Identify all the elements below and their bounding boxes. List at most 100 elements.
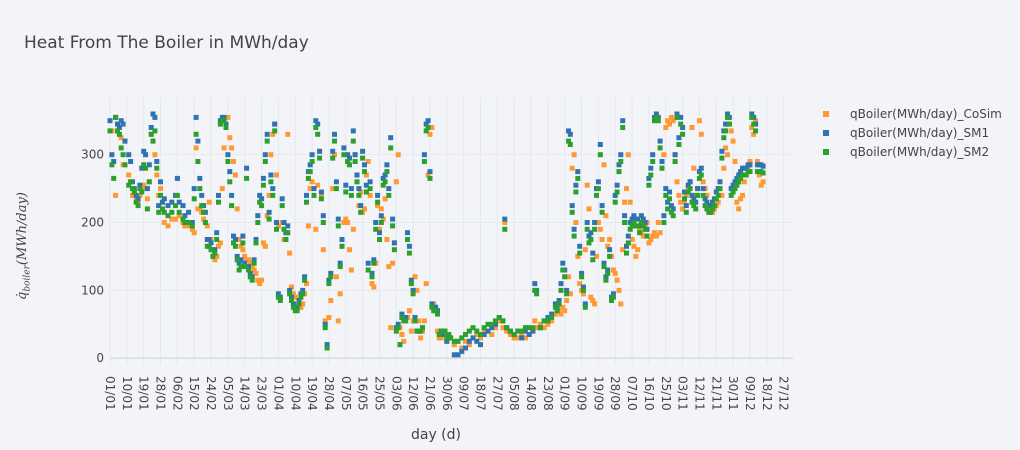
data-point[interactable]	[341, 220, 347, 225]
data-point[interactable]	[217, 240, 223, 246]
data-point[interactable]	[390, 260, 396, 266]
data-point[interactable]	[640, 216, 646, 222]
data-point[interactable]	[152, 152, 158, 158]
data-point[interactable]	[642, 220, 648, 225]
data-point[interactable]	[597, 142, 603, 147]
data-point[interactable]	[240, 233, 246, 239]
data-point[interactable]	[627, 220, 633, 225]
data-point[interactable]	[451, 338, 457, 344]
data-point[interactable]	[612, 199, 618, 205]
data-point[interactable]	[176, 199, 182, 205]
data-point[interactable]	[466, 328, 472, 334]
data-point[interactable]	[567, 131, 573, 137]
data-point[interactable]	[317, 155, 323, 161]
data-point[interactable]	[620, 125, 626, 130]
data-point[interactable]	[569, 209, 575, 215]
data-point[interactable]	[592, 226, 598, 232]
data-point[interactable]	[348, 267, 354, 273]
data-point[interactable]	[455, 338, 461, 344]
data-point[interactable]	[260, 182, 266, 188]
data-point[interactable]	[109, 152, 115, 158]
data-point[interactable]	[569, 165, 575, 171]
data-point[interactable]	[285, 131, 291, 137]
data-point[interactable]	[365, 267, 371, 273]
data-point[interactable]	[401, 338, 407, 344]
data-point[interactable]	[704, 192, 710, 198]
data-point[interactable]	[584, 226, 590, 232]
data-point[interactable]	[532, 287, 538, 293]
data-point[interactable]	[736, 206, 742, 212]
data-point[interactable]	[197, 206, 203, 212]
data-point[interactable]	[229, 203, 235, 209]
data-point[interactable]	[350, 128, 356, 134]
data-point[interactable]	[350, 138, 356, 144]
data-point[interactable]	[335, 318, 341, 324]
data-point[interactable]	[345, 159, 351, 164]
data-point[interactable]	[311, 192, 317, 198]
data-point[interactable]	[255, 277, 261, 283]
data-point[interactable]	[169, 209, 175, 215]
data-point[interactable]	[594, 253, 599, 259]
data-point[interactable]	[612, 192, 618, 198]
data-point[interactable]	[354, 172, 360, 178]
data-point[interactable]	[635, 223, 641, 229]
data-point[interactable]	[595, 186, 601, 192]
data-point[interactable]	[274, 172, 279, 178]
data-point[interactable]	[582, 247, 588, 253]
data-point[interactable]	[657, 230, 663, 236]
data-point[interactable]	[478, 342, 483, 348]
data-point[interactable]	[249, 277, 255, 283]
data-point[interactable]	[395, 152, 401, 158]
data-point[interactable]	[216, 199, 221, 205]
data-point[interactable]	[253, 240, 259, 246]
data-point[interactable]	[444, 335, 450, 341]
data-point[interactable]	[753, 128, 759, 134]
data-point[interactable]	[384, 162, 390, 168]
data-point[interactable]	[532, 281, 538, 287]
data-point[interactable]	[232, 172, 238, 178]
data-point[interactable]	[474, 328, 480, 334]
data-point[interactable]	[279, 196, 285, 202]
data-point[interactable]	[640, 223, 646, 229]
data-point[interactable]	[537, 321, 543, 327]
data-point[interactable]	[481, 325, 487, 331]
data-point[interactable]	[406, 250, 412, 256]
data-point[interactable]	[137, 192, 143, 198]
data-point[interactable]	[667, 121, 672, 127]
data-point[interactable]	[143, 165, 149, 171]
data-point[interactable]	[627, 199, 633, 205]
data-point[interactable]	[362, 206, 367, 212]
data-point[interactable]	[236, 237, 242, 242]
data-point[interactable]	[749, 111, 755, 117]
data-point[interactable]	[378, 206, 384, 212]
data-point[interactable]	[311, 186, 317, 192]
data-point[interactable]	[270, 192, 276, 198]
data-point[interactable]	[738, 169, 744, 175]
data-point[interactable]	[614, 189, 620, 195]
data-point[interactable]	[141, 182, 147, 188]
data-point[interactable]	[590, 257, 596, 263]
data-point[interactable]	[590, 298, 596, 303]
data-point[interactable]	[676, 192, 682, 198]
data-point[interactable]	[653, 233, 659, 239]
data-point[interactable]	[238, 257, 244, 263]
data-point[interactable]	[629, 237, 635, 242]
data-point[interactable]	[502, 220, 508, 225]
data-point[interactable]	[571, 233, 577, 239]
data-point[interactable]	[195, 159, 201, 164]
data-point[interactable]	[109, 162, 115, 168]
data-point[interactable]	[375, 192, 381, 198]
data-point[interactable]	[113, 192, 119, 198]
data-point[interactable]	[481, 332, 487, 337]
data-point[interactable]	[436, 332, 442, 337]
data-point[interactable]	[640, 233, 646, 239]
data-point[interactable]	[362, 162, 367, 168]
data-point[interactable]	[463, 338, 468, 344]
data-point[interactable]	[255, 213, 261, 219]
data-point[interactable]	[290, 301, 296, 307]
data-point[interactable]	[193, 145, 199, 151]
data-point[interactable]	[429, 304, 435, 310]
data-point[interactable]	[287, 250, 293, 256]
data-point[interactable]	[380, 175, 386, 181]
data-point[interactable]	[197, 175, 203, 181]
